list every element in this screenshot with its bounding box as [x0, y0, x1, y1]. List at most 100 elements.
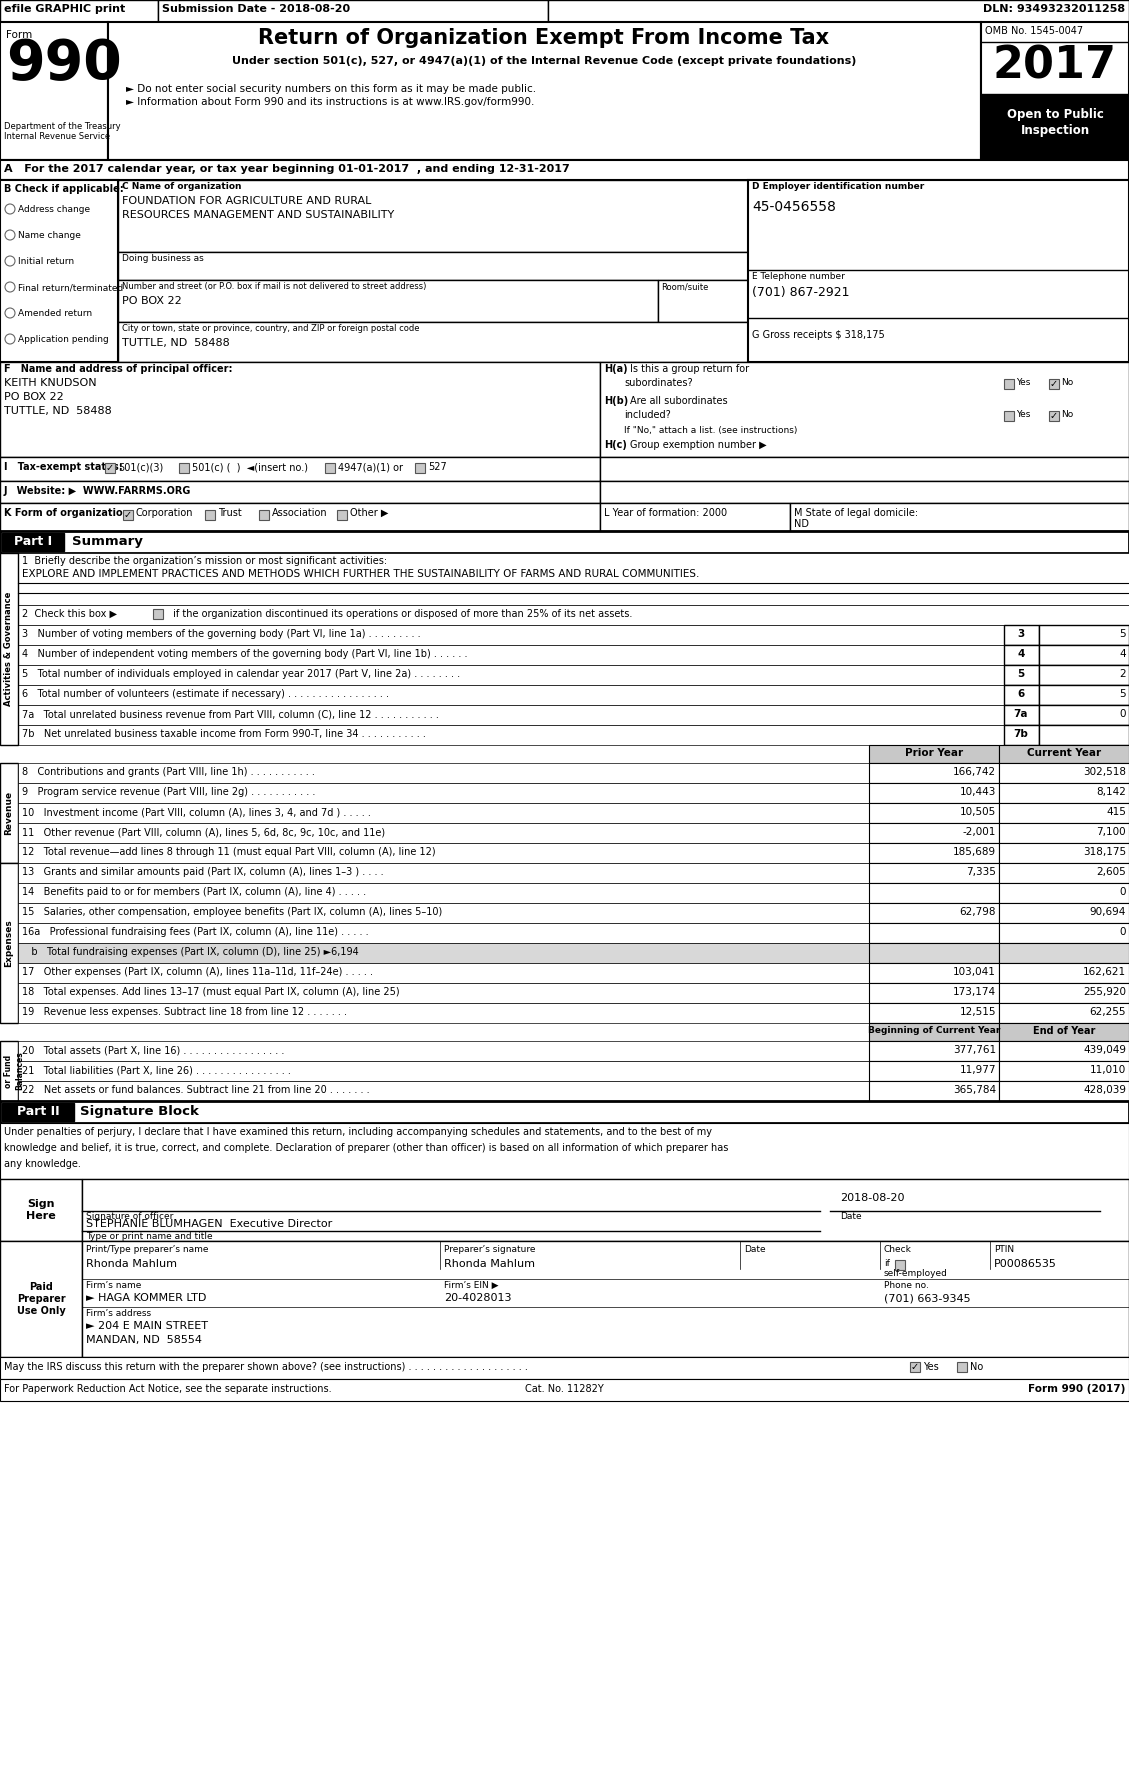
Text: ✓: ✓ — [1050, 411, 1058, 421]
Text: 13   Grants and similar amounts paid (Part IX, column (A), lines 1–3 ) . . . .: 13 Grants and similar amounts paid (Part… — [21, 868, 384, 876]
Text: Other ▶: Other ▶ — [350, 509, 388, 518]
Circle shape — [5, 203, 15, 214]
Bar — [1004, 666, 1039, 685]
Bar — [0, 1241, 82, 1357]
Bar — [0, 161, 1129, 180]
Text: 415: 415 — [1106, 807, 1126, 818]
Bar — [749, 180, 1129, 362]
Text: 2: 2 — [1119, 669, 1126, 678]
Text: Part II: Part II — [17, 1105, 60, 1117]
Text: ✓: ✓ — [106, 462, 114, 473]
Text: (701) 663-9345: (701) 663-9345 — [884, 1292, 971, 1303]
Bar — [869, 762, 999, 784]
Bar — [1004, 725, 1039, 744]
Text: 2017: 2017 — [994, 45, 1117, 87]
Text: Form: Form — [6, 30, 33, 39]
Text: I   Tax-exempt status:: I Tax-exempt status: — [5, 462, 123, 471]
Bar — [158, 0, 548, 21]
Text: if the organization discontinued its operations or disposed of more than 25% of : if the organization discontinued its ope… — [170, 609, 632, 619]
Text: 8,142: 8,142 — [1096, 787, 1126, 796]
Text: ► HAGA KOMMER LTD: ► HAGA KOMMER LTD — [86, 1292, 207, 1303]
Text: TUTTLE, ND  58488: TUTTLE, ND 58488 — [5, 405, 112, 416]
Bar — [1004, 625, 1039, 644]
Text: (701) 867-2921: (701) 867-2921 — [752, 286, 849, 300]
Bar — [1004, 378, 1014, 389]
Text: Net Assets
or Fund
Balances: Net Assets or Fund Balances — [0, 1048, 24, 1094]
Text: Number and street (or P.O. box if mail is not delivered to street address): Number and street (or P.O. box if mail i… — [122, 282, 427, 291]
Text: MANDAN, ND  58554: MANDAN, ND 58554 — [86, 1335, 202, 1346]
Bar — [18, 1003, 869, 1023]
Bar — [869, 823, 999, 843]
Bar — [869, 903, 999, 923]
Text: Rhonda Mahlum: Rhonda Mahlum — [86, 1258, 177, 1269]
Circle shape — [5, 309, 15, 318]
Text: 62,255: 62,255 — [1089, 1007, 1126, 1017]
Bar — [999, 744, 1129, 762]
Text: 501(c) (  )  ◄(insert no.): 501(c) ( ) ◄(insert no.) — [192, 462, 308, 471]
Bar — [869, 884, 999, 903]
Text: Final return/terminated: Final return/terminated — [18, 284, 123, 293]
Bar — [1049, 411, 1059, 421]
Text: included?: included? — [624, 411, 671, 419]
Text: 439,049: 439,049 — [1083, 1044, 1126, 1055]
Circle shape — [5, 255, 15, 266]
Bar — [1004, 644, 1039, 666]
Text: Name change: Name change — [18, 230, 81, 239]
Text: 527: 527 — [428, 462, 447, 471]
Text: 2,605: 2,605 — [1096, 868, 1126, 876]
Bar — [1004, 685, 1039, 705]
Text: Association: Association — [272, 509, 327, 518]
Bar — [18, 725, 1004, 744]
Text: 1  Briefly describe the organization’s mission or most significant activities:: 1 Briefly describe the organization’s mi… — [21, 555, 387, 566]
Text: H(a): H(a) — [604, 364, 628, 375]
Text: Firm’s address: Firm’s address — [86, 1308, 151, 1317]
Bar — [18, 685, 1004, 705]
Text: PO BOX 22: PO BOX 22 — [122, 296, 182, 305]
Bar — [123, 511, 133, 519]
Bar — [1039, 725, 1129, 744]
Text: 6: 6 — [1017, 689, 1025, 700]
Text: B Check if applicable:: B Check if applicable: — [5, 184, 124, 195]
Bar — [999, 984, 1129, 1003]
Text: 10   Investment income (Part VIII, column (A), lines 3, 4, and 7d ) . . . . .: 10 Investment income (Part VIII, column … — [21, 807, 370, 818]
Bar — [981, 95, 1129, 161]
Bar — [119, 252, 749, 280]
Bar — [18, 923, 869, 942]
Bar — [1039, 685, 1129, 705]
Bar — [1004, 705, 1039, 725]
Text: If "No," attach a list. (see instructions): If "No," attach a list. (see instruction… — [624, 427, 797, 436]
Bar — [0, 762, 18, 862]
Text: 7b: 7b — [1014, 728, 1029, 739]
Text: ND: ND — [794, 519, 809, 528]
Bar — [999, 923, 1129, 942]
Text: 9   Program service revenue (Part VIII, line 2g) . . . . . . . . . . .: 9 Program service revenue (Part VIII, li… — [21, 787, 315, 796]
Bar — [0, 1180, 82, 1241]
Text: Yes: Yes — [1016, 411, 1031, 419]
Bar — [18, 553, 1129, 605]
Bar — [599, 457, 1129, 480]
Text: M State of legal domicile:: M State of legal domicile: — [794, 509, 918, 518]
Text: knowledge and belief, it is true, correct, and complete. Declaration of preparer: knowledge and belief, it is true, correc… — [5, 1142, 728, 1153]
Bar — [0, 862, 18, 1023]
Bar — [999, 1003, 1129, 1023]
Bar — [999, 784, 1129, 803]
Text: Phone no.: Phone no. — [884, 1282, 929, 1291]
Text: Prior Year: Prior Year — [905, 748, 963, 759]
Text: Type or print name and title: Type or print name and title — [86, 1232, 212, 1241]
Bar — [0, 503, 599, 530]
Bar — [18, 625, 1004, 644]
Bar — [869, 862, 999, 884]
Text: 7,100: 7,100 — [1096, 826, 1126, 837]
Bar — [0, 553, 18, 744]
Bar — [1004, 411, 1014, 421]
Text: Signature of officer: Signature of officer — [86, 1212, 174, 1221]
Text: 0: 0 — [1120, 926, 1126, 937]
Text: 7b   Net unrelated business taxable income from Form 990-T, line 34 . . . . . . : 7b Net unrelated business taxable income… — [21, 728, 426, 739]
Text: G Gross receipts $ 318,175: G Gross receipts $ 318,175 — [752, 330, 885, 339]
Text: EXPLORE AND IMPLEMENT PRACTICES AND METHODS WHICH FURTHER THE SUSTAINABILITY OF : EXPLORE AND IMPLEMENT PRACTICES AND METH… — [21, 569, 699, 578]
Text: Sign
Here: Sign Here — [26, 1200, 55, 1221]
Text: 501(c)(3): 501(c)(3) — [119, 462, 164, 471]
Text: Activities & Governance: Activities & Governance — [5, 593, 14, 707]
Text: 12   Total revenue—add lines 8 through 11 (must equal Part VIII, column (A), lin: 12 Total revenue—add lines 8 through 11 … — [21, 848, 436, 857]
Text: 7a: 7a — [1014, 709, 1029, 719]
